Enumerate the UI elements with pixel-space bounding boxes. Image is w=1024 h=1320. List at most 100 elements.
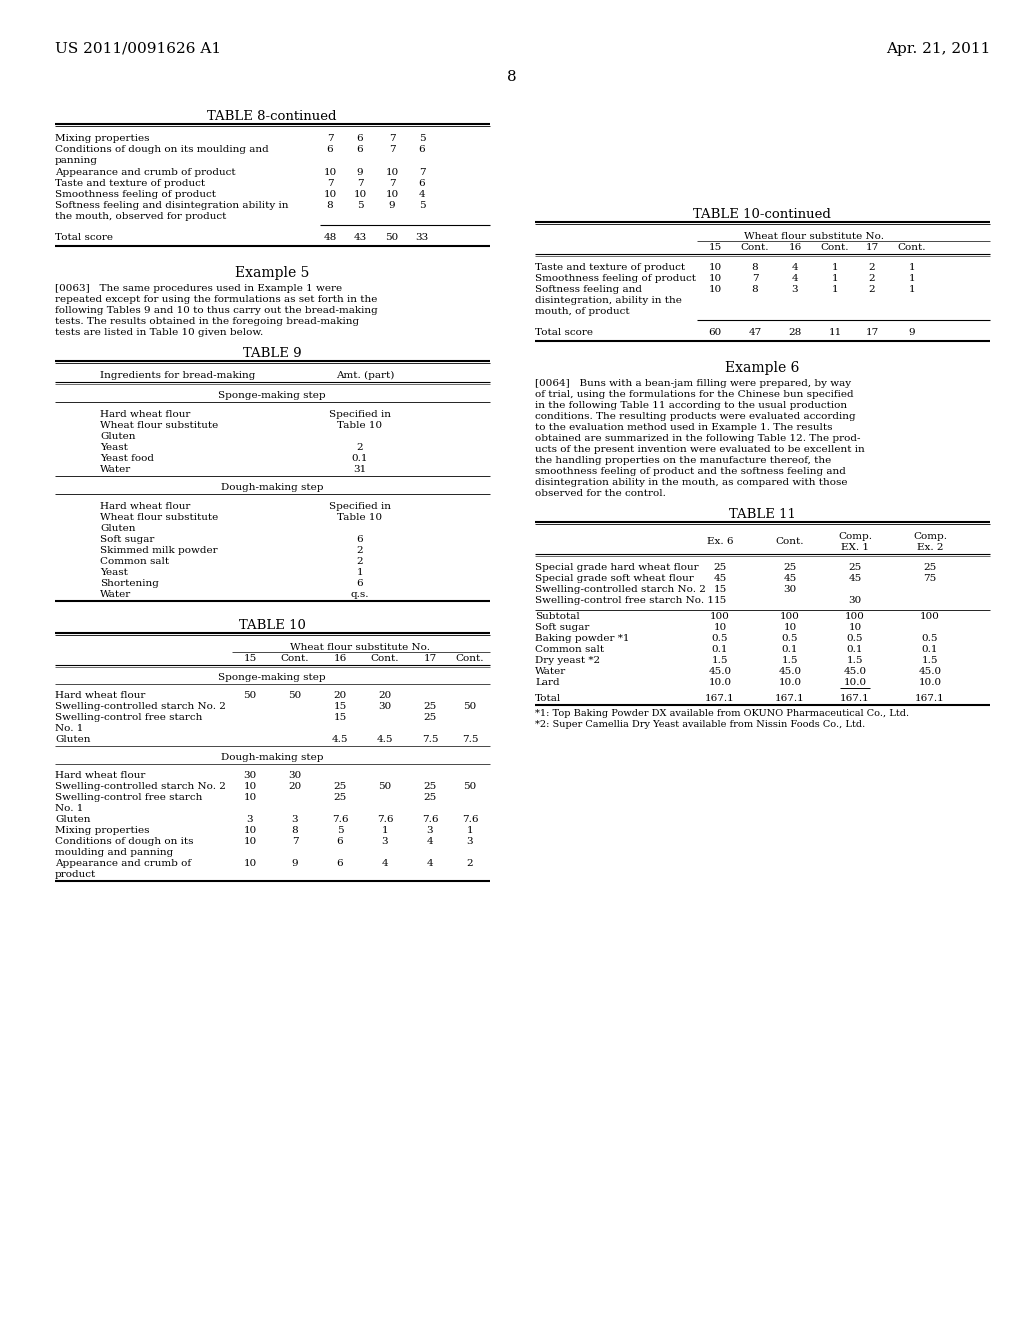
Text: 10: 10 bbox=[244, 837, 257, 846]
Text: 6: 6 bbox=[337, 859, 343, 869]
Text: 1: 1 bbox=[908, 275, 915, 282]
Text: 4: 4 bbox=[427, 859, 433, 869]
Text: 167.1: 167.1 bbox=[706, 694, 735, 704]
Text: 10: 10 bbox=[244, 781, 257, 791]
Text: No. 1: No. 1 bbox=[55, 804, 83, 813]
Text: 9: 9 bbox=[292, 859, 298, 869]
Text: Yeast: Yeast bbox=[100, 568, 128, 577]
Text: 6: 6 bbox=[356, 145, 364, 154]
Text: 60: 60 bbox=[709, 327, 722, 337]
Text: product: product bbox=[55, 870, 96, 879]
Text: 7: 7 bbox=[389, 135, 395, 143]
Text: 2: 2 bbox=[467, 859, 473, 869]
Text: Ingredients for bread-making: Ingredients for bread-making bbox=[100, 371, 255, 380]
Text: 50: 50 bbox=[289, 690, 302, 700]
Text: 0.1: 0.1 bbox=[781, 645, 799, 653]
Text: Yeast: Yeast bbox=[100, 444, 128, 451]
Text: 7: 7 bbox=[292, 837, 298, 846]
Text: ucts of the present invention were evaluated to be excellent in: ucts of the present invention were evalu… bbox=[535, 445, 864, 454]
Text: Common salt: Common salt bbox=[535, 645, 604, 653]
Text: Water: Water bbox=[535, 667, 566, 676]
Text: 28: 28 bbox=[788, 327, 802, 337]
Text: 45: 45 bbox=[848, 574, 861, 583]
Text: 6: 6 bbox=[327, 145, 334, 154]
Text: 10: 10 bbox=[244, 793, 257, 803]
Text: Hard wheat flour: Hard wheat flour bbox=[55, 771, 145, 780]
Text: Soft sugar: Soft sugar bbox=[100, 535, 155, 544]
Text: 10: 10 bbox=[324, 190, 337, 199]
Text: Swelling-control free starch No. 1: Swelling-control free starch No. 1 bbox=[535, 597, 714, 605]
Text: 45.0: 45.0 bbox=[778, 667, 802, 676]
Text: Swelling-control free starch: Swelling-control free starch bbox=[55, 713, 203, 722]
Text: obtained are summarized in the following Table 12. The prod-: obtained are summarized in the following… bbox=[535, 434, 860, 444]
Text: 3: 3 bbox=[427, 826, 433, 836]
Text: TABLE 8-continued: TABLE 8-continued bbox=[207, 110, 337, 123]
Text: 6: 6 bbox=[356, 579, 364, 587]
Text: 45: 45 bbox=[714, 574, 727, 583]
Text: 5: 5 bbox=[419, 135, 425, 143]
Text: Common salt: Common salt bbox=[100, 557, 169, 566]
Text: 1: 1 bbox=[831, 285, 839, 294]
Text: 15: 15 bbox=[714, 585, 727, 594]
Text: 6: 6 bbox=[419, 180, 425, 187]
Text: 6: 6 bbox=[337, 837, 343, 846]
Text: 30: 30 bbox=[783, 585, 797, 594]
Text: q.s.: q.s. bbox=[351, 590, 370, 599]
Text: 8: 8 bbox=[292, 826, 298, 836]
Text: Swelling-control free starch: Swelling-control free starch bbox=[55, 793, 203, 803]
Text: 4: 4 bbox=[382, 859, 388, 869]
Text: 10: 10 bbox=[385, 168, 398, 177]
Text: 7: 7 bbox=[327, 135, 334, 143]
Text: Conditions of dough on its moulding and: Conditions of dough on its moulding and bbox=[55, 145, 268, 154]
Text: Cont.: Cont. bbox=[898, 243, 927, 252]
Text: 3: 3 bbox=[292, 814, 298, 824]
Text: mouth, of product: mouth, of product bbox=[535, 308, 630, 315]
Text: Taste and texture of product: Taste and texture of product bbox=[55, 180, 205, 187]
Text: Wheat flour substitute No.: Wheat flour substitute No. bbox=[743, 232, 884, 242]
Text: Water: Water bbox=[100, 465, 131, 474]
Text: Dough-making step: Dough-making step bbox=[221, 483, 324, 492]
Text: 10: 10 bbox=[385, 190, 398, 199]
Text: 20: 20 bbox=[289, 781, 302, 791]
Text: 1.5: 1.5 bbox=[781, 656, 799, 665]
Text: Comp.: Comp. bbox=[838, 532, 872, 541]
Text: 25: 25 bbox=[423, 781, 436, 791]
Text: Smoothness feeling of product: Smoothness feeling of product bbox=[55, 190, 216, 199]
Text: Example 5: Example 5 bbox=[234, 267, 309, 280]
Text: Wheat flour substitute: Wheat flour substitute bbox=[100, 421, 218, 430]
Text: 1: 1 bbox=[382, 826, 388, 836]
Text: 0.1: 0.1 bbox=[922, 645, 938, 653]
Text: Yeast food: Yeast food bbox=[100, 454, 154, 463]
Text: 16: 16 bbox=[788, 243, 802, 252]
Text: Dough-making step: Dough-making step bbox=[221, 752, 324, 762]
Text: 2: 2 bbox=[868, 285, 876, 294]
Text: Gluten: Gluten bbox=[55, 735, 90, 744]
Text: Dry yeast *2: Dry yeast *2 bbox=[535, 656, 600, 665]
Text: 17: 17 bbox=[865, 327, 879, 337]
Text: 5: 5 bbox=[356, 201, 364, 210]
Text: Appearance and crumb of product: Appearance and crumb of product bbox=[55, 168, 236, 177]
Text: Mixing properties: Mixing properties bbox=[55, 826, 150, 836]
Text: Sponge-making step: Sponge-making step bbox=[218, 391, 326, 400]
Text: TABLE 10: TABLE 10 bbox=[239, 619, 305, 632]
Text: Swelling-controlled starch No. 2: Swelling-controlled starch No. 2 bbox=[55, 781, 226, 791]
Text: 11: 11 bbox=[828, 327, 842, 337]
Text: 45.0: 45.0 bbox=[919, 667, 941, 676]
Text: No. 1: No. 1 bbox=[55, 723, 83, 733]
Text: 75: 75 bbox=[924, 574, 937, 583]
Text: Swelling-controlled starch No. 2: Swelling-controlled starch No. 2 bbox=[535, 585, 706, 594]
Text: 0.5: 0.5 bbox=[781, 634, 799, 643]
Text: 0.5: 0.5 bbox=[847, 634, 863, 643]
Text: 9: 9 bbox=[908, 327, 915, 337]
Text: 1.5: 1.5 bbox=[922, 656, 938, 665]
Text: Cont.: Cont. bbox=[456, 653, 484, 663]
Text: 100: 100 bbox=[845, 612, 865, 620]
Text: conditions. The resulting products were evaluated according: conditions. The resulting products were … bbox=[535, 412, 856, 421]
Text: 7: 7 bbox=[419, 168, 425, 177]
Text: 6: 6 bbox=[356, 135, 364, 143]
Text: 31: 31 bbox=[353, 465, 367, 474]
Text: 25: 25 bbox=[714, 564, 727, 572]
Text: 33: 33 bbox=[416, 234, 429, 242]
Text: 0.5: 0.5 bbox=[712, 634, 728, 643]
Text: 25: 25 bbox=[334, 793, 347, 803]
